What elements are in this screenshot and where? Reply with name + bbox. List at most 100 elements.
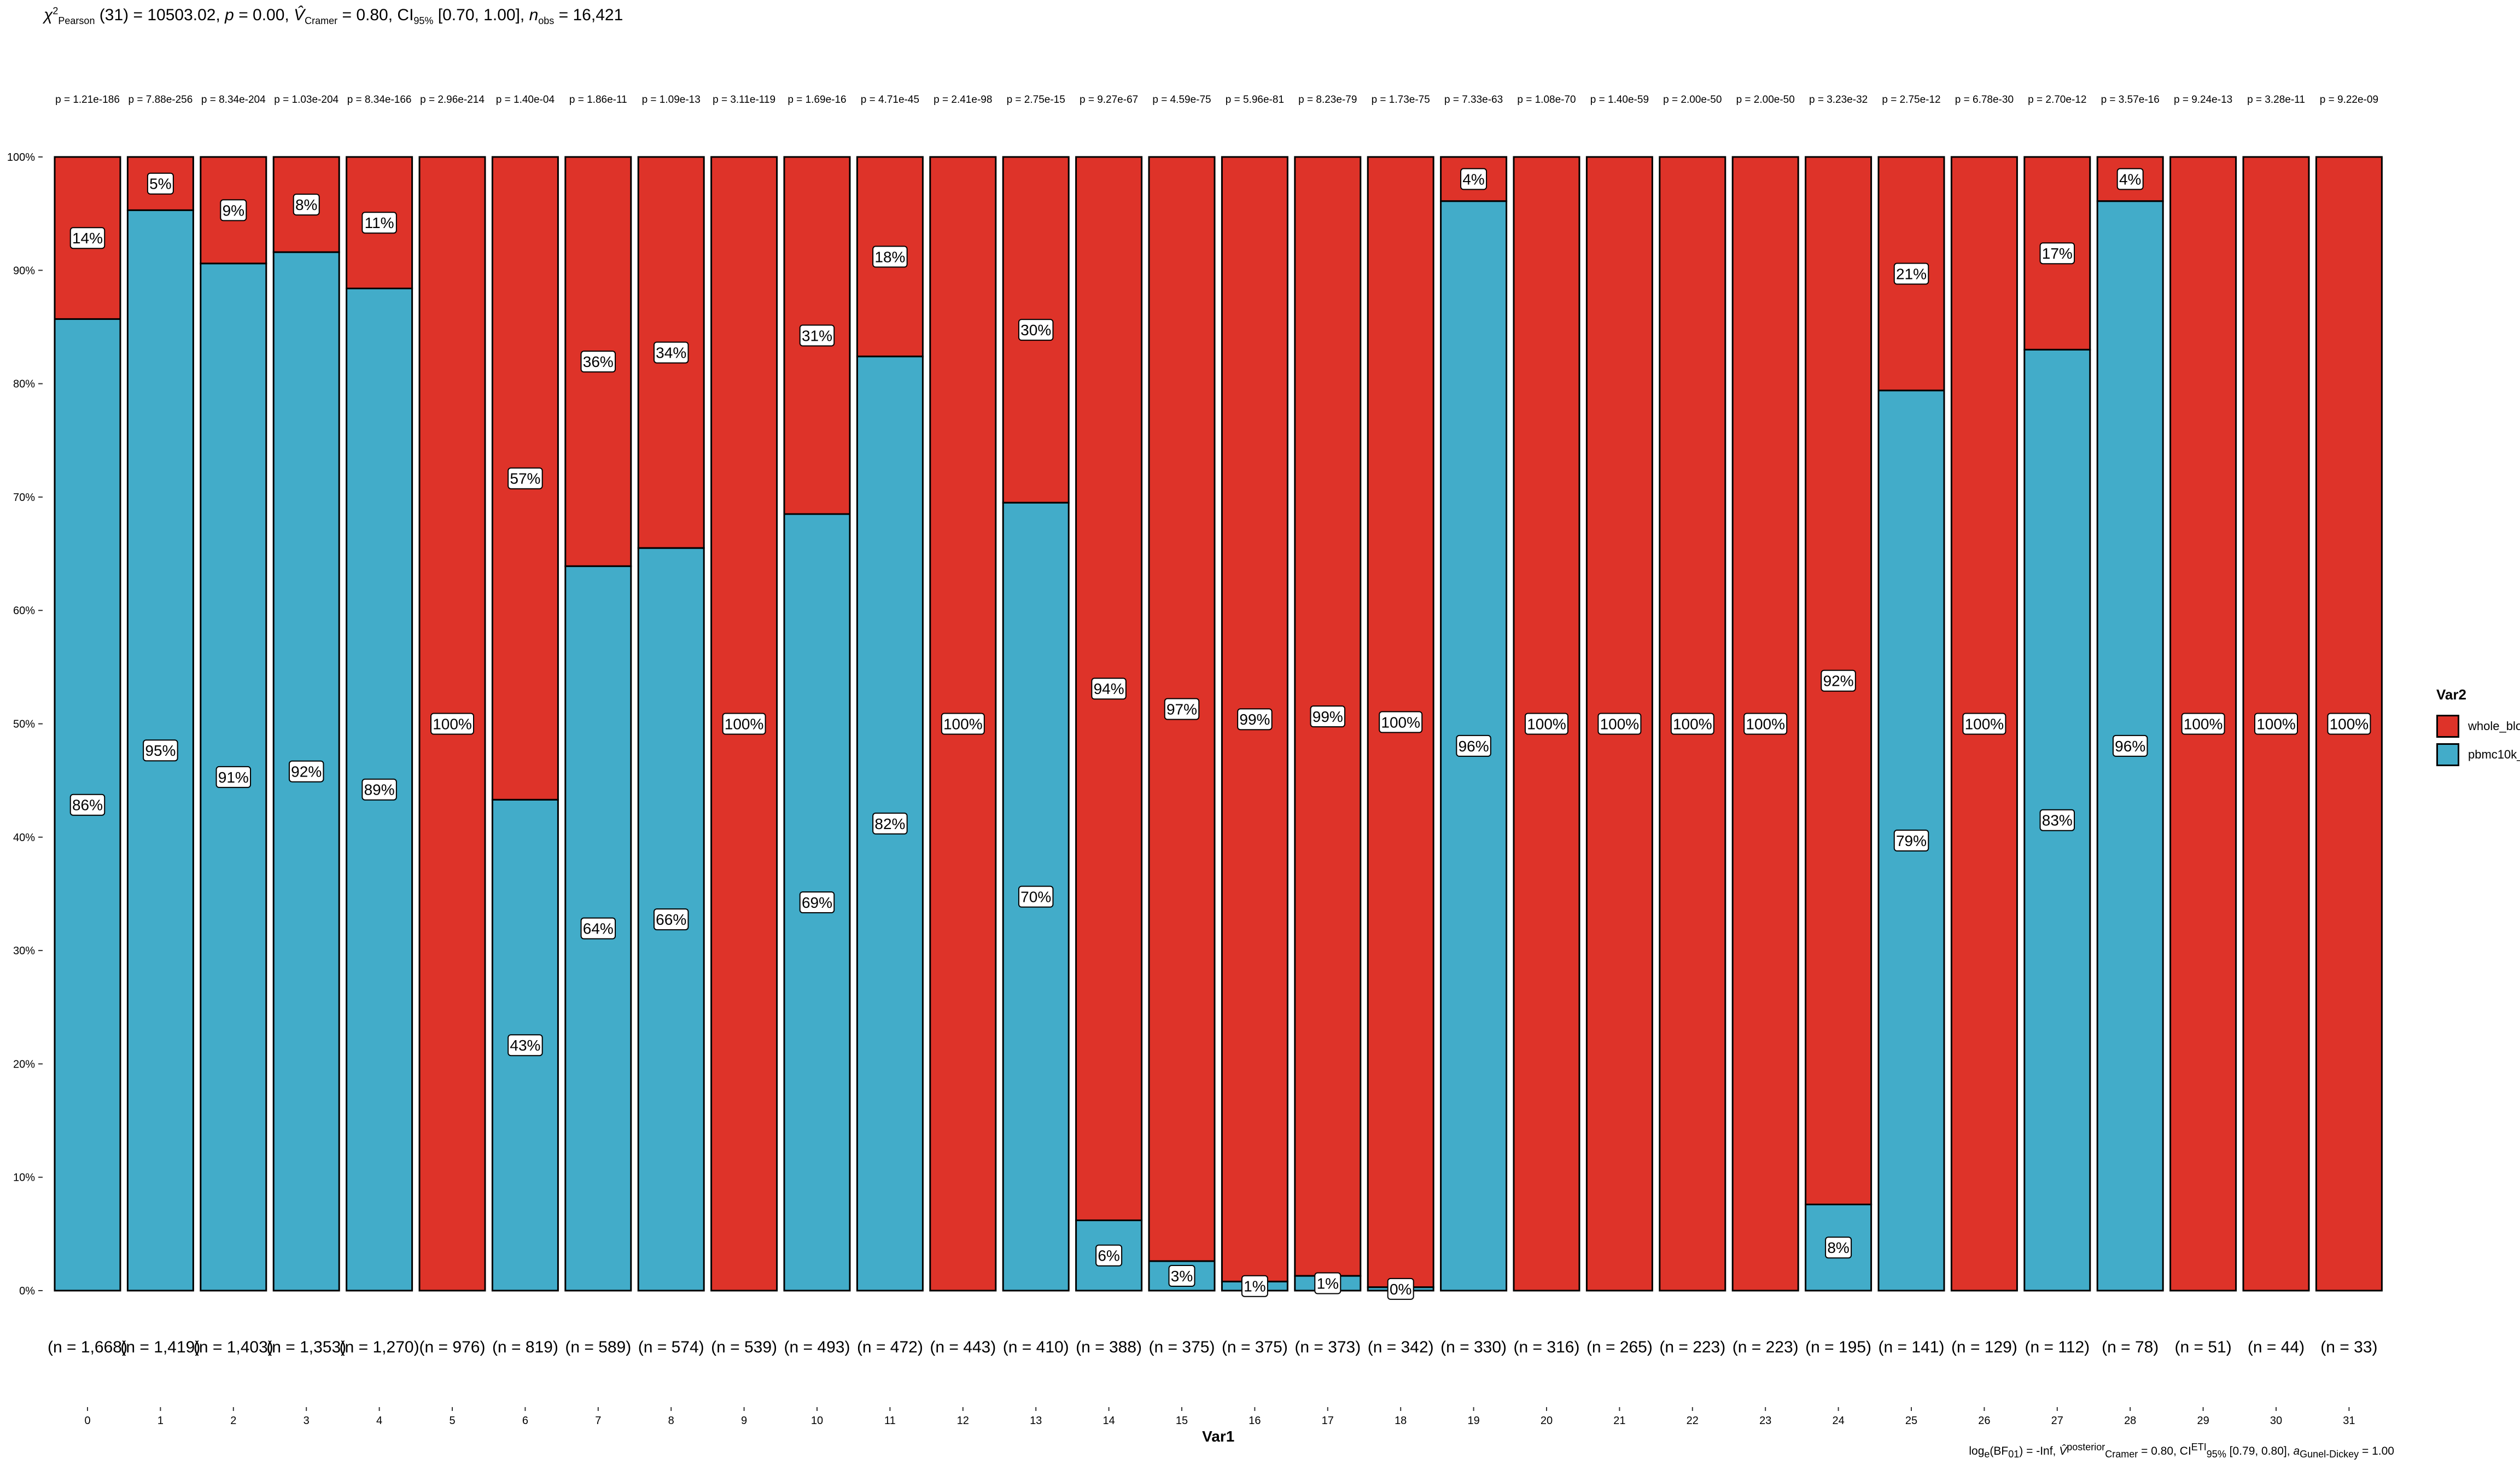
label-whole-blood-6: 57% [508, 467, 543, 489]
label-pbmc10k-3p-13-box [1018, 885, 1054, 908]
label-pbmc10k-3p-18-text: 0% [1390, 1281, 1411, 1298]
label-pbmc10k-3p-14-text: 6% [1098, 1247, 1119, 1264]
label-pbmc10k-3p-2-box [215, 766, 252, 788]
label-whole-blood-26: 100% [1962, 713, 2006, 735]
label-pbmc10k-3p-28-text: 96% [2115, 738, 2145, 755]
label-whole-blood-18: 100% [1379, 711, 1423, 733]
label-whole-blood-15: 97% [1164, 698, 1200, 720]
label-pbmc10k-3p-7-text: 64% [583, 920, 614, 937]
x-tick-label-15: 15 [1176, 1415, 1188, 1427]
x-tick-label-8: 8 [668, 1415, 674, 1427]
label-whole-blood-25-text: 21% [1896, 266, 1927, 283]
label-whole-blood-0-text: 14% [72, 230, 103, 247]
label-whole-blood-18-box [1379, 711, 1423, 733]
p-value-9: p = 3.11e-119 [713, 94, 775, 106]
p-value-16: p = 5.96e-81 [1226, 94, 1284, 106]
p-value-18: p = 1.73e-75 [1372, 94, 1430, 106]
label-whole-blood-17-text: 99% [1312, 708, 1343, 725]
chart-caption: loge(BF01) = -Inf, V̂posteriorCramer = 0… [1969, 1442, 2394, 1460]
label-whole-blood-16-text: 99% [1239, 711, 1270, 728]
label-pbmc10k-3p-15-text: 3% [1171, 1268, 1193, 1285]
label-whole-blood-6-text: 57% [510, 470, 540, 487]
label-whole-blood-26-box [1962, 713, 2006, 735]
x-tick-label-3: 3 [304, 1415, 310, 1427]
label-pbmc10k-3p-8: 66% [653, 908, 689, 931]
p-value-29: p = 9.24e-13 [2174, 94, 2232, 106]
p-value-19: p = 7.33e-63 [1444, 94, 1503, 106]
x-tick-label-7: 7 [595, 1415, 601, 1427]
label-pbmc10k-3p-15-box [1168, 1265, 1195, 1287]
count-label-5: (n = 976) [419, 1338, 486, 1356]
label-whole-blood-6-box [508, 467, 543, 489]
label-whole-blood-17-box [1310, 705, 1346, 728]
x-tick-label-18: 18 [1395, 1415, 1407, 1427]
label-whole-blood-1-box [147, 172, 174, 195]
p-value-7: p = 1.86e-11 [569, 94, 627, 106]
y-tick-label: 70% [13, 492, 35, 504]
label-pbmc10k-3p-28: 96% [2112, 734, 2148, 757]
label-whole-blood-13-text: 30% [1020, 322, 1051, 339]
label-whole-blood-26-text: 100% [1965, 716, 2004, 733]
label-pbmc10k-3p-3-box [288, 760, 324, 783]
legend-label-whole-blood: whole_blood [2468, 719, 2520, 733]
label-pbmc10k-3p-14-box [1095, 1244, 1123, 1267]
label-pbmc10k-3p-0-box [69, 794, 106, 816]
label-whole-blood-2-box [220, 199, 247, 221]
count-label-6: (n = 819) [492, 1338, 558, 1356]
count-label-21: (n = 265) [1586, 1338, 1653, 1356]
count-label-18: (n = 342) [1368, 1338, 1434, 1356]
x-tick-label-23: 23 [1759, 1415, 1771, 1427]
label-whole-blood-24: 92% [1821, 669, 1856, 692]
label-pbmc10k-3p-4: 89% [361, 778, 397, 801]
x-tick-label-1: 1 [158, 1415, 164, 1427]
y-tick-label: 30% [13, 945, 35, 957]
count-label-1: (n = 1,419) [120, 1338, 200, 1356]
label-whole-blood-1-text: 5% [149, 176, 171, 192]
count-label-9: (n = 539) [711, 1338, 777, 1356]
label-whole-blood-27: 17% [2039, 242, 2075, 265]
label-pbmc10k-3p-11-box [872, 812, 908, 835]
p-value-10: p = 1.69e-16 [788, 94, 846, 106]
label-whole-blood-5-text: 100% [433, 716, 472, 733]
label-whole-blood-2-text: 9% [223, 202, 244, 219]
p-value-27: p = 2.70e-12 [2028, 94, 2086, 106]
p-value-20: p = 1.08e-70 [1517, 94, 1576, 106]
count-label-10: (n = 493) [784, 1338, 850, 1356]
label-whole-blood-5-box [430, 713, 474, 735]
label-whole-blood-4-text: 11% [365, 214, 394, 231]
label-pbmc10k-3p-10: 69% [799, 891, 835, 913]
label-pbmc10k-3p-15: 3% [1168, 1265, 1195, 1287]
bar-pbmc10k-3p-11 [856, 355, 924, 1292]
label-pbmc10k-3p-14: 6% [1095, 1244, 1123, 1267]
x-tick-label-12: 12 [957, 1415, 969, 1427]
p-value-31: p = 9.22e-09 [2320, 94, 2378, 106]
label-whole-blood-16-box [1237, 708, 1273, 731]
label-whole-blood-7-text: 36% [583, 353, 614, 370]
count-label-17: (n = 373) [1294, 1338, 1361, 1356]
label-whole-blood-23: 100% [1743, 713, 1788, 735]
label-whole-blood-10: 31% [799, 324, 835, 347]
p-value-4: p = 8.34e-166 [347, 94, 412, 106]
label-pbmc10k-3p-6-box [508, 1034, 543, 1057]
label-whole-blood-31: 100% [2327, 713, 2371, 735]
label-pbmc10k-3p-7: 64% [580, 917, 616, 940]
y-tick-label: 80% [13, 378, 35, 390]
label-pbmc10k-3p-1-text: 95% [145, 742, 176, 759]
count-label-15: (n = 375) [1149, 1338, 1215, 1356]
p-value-0: p = 1.21e-186 [55, 94, 120, 106]
label-whole-blood-13: 30% [1018, 319, 1054, 341]
label-whole-blood-19: 4% [1460, 168, 1488, 190]
count-label-4: (n = 1,270) [340, 1338, 419, 1356]
label-pbmc10k-3p-25-box [1893, 830, 1929, 852]
count-label-25: (n = 141) [1879, 1338, 1945, 1356]
count-label-14: (n = 388) [1076, 1338, 1142, 1356]
label-whole-blood-28-box [2116, 168, 2144, 190]
x-tick-label-24: 24 [1832, 1415, 1844, 1427]
label-whole-blood-22: 100% [1670, 713, 1714, 735]
label-pbmc10k-3p-0: 86% [69, 794, 106, 816]
count-label-2: (n = 1,403) [194, 1338, 273, 1356]
label-whole-blood-3-box [293, 194, 320, 216]
y-tick-label: 10% [13, 1172, 35, 1184]
bar-whole-blood-13 [1002, 156, 1070, 504]
